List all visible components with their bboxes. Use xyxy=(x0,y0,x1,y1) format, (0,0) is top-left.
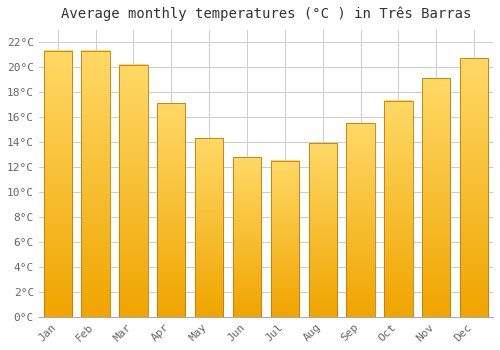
Bar xyxy=(157,103,186,317)
Bar xyxy=(346,123,375,317)
Bar xyxy=(270,161,299,317)
Bar xyxy=(422,78,450,317)
Bar xyxy=(384,101,412,317)
Bar xyxy=(119,64,148,317)
Bar xyxy=(82,51,110,317)
Bar xyxy=(233,157,261,317)
Bar xyxy=(308,143,337,317)
Bar xyxy=(195,138,224,317)
Bar xyxy=(44,51,72,317)
Title: Average monthly temperatures (°C ) in Três Barras: Average monthly temperatures (°C ) in Tr… xyxy=(60,7,471,21)
Bar xyxy=(460,58,488,317)
